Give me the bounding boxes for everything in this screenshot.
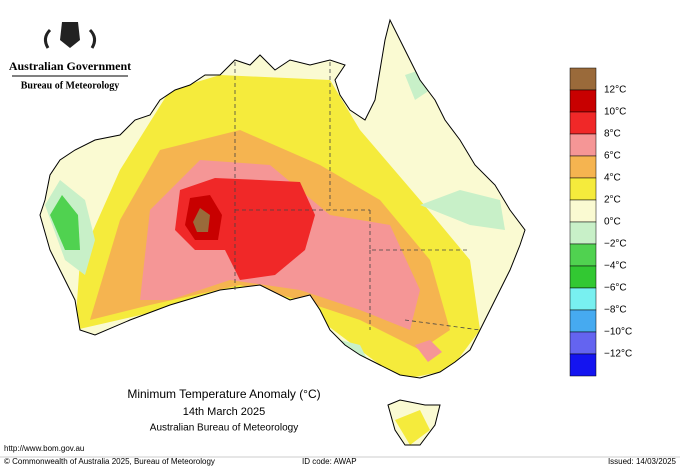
legend-swatch: [569, 221, 597, 245]
legend-label: 4°C: [604, 173, 621, 184]
url: http://www.bom.gov.au: [4, 444, 84, 453]
legend-swatch: [569, 67, 597, 91]
legend-label: 2°C: [604, 195, 621, 206]
agency-name: Bureau of Meteorology: [21, 80, 120, 91]
copyright: © Commonwealth of Australia 2025, Bureau…: [4, 457, 215, 466]
map-title: Minimum Temperature Anomaly (°C): [127, 387, 320, 401]
legend-label: 6°C: [604, 151, 621, 162]
id-code: ID code: AWAP: [302, 457, 357, 466]
legend-label: −4°C: [604, 261, 627, 272]
legend-swatch: [569, 133, 597, 157]
legend-label: 0°C: [604, 217, 621, 228]
government-logo: [43, 22, 97, 49]
legend-swatch: [569, 199, 597, 223]
government-name: Australian Government: [9, 59, 131, 73]
legend-label: −10°C: [604, 327, 632, 338]
legend-swatch: [569, 111, 597, 135]
legend-swatch: [569, 243, 597, 267]
legend-label: −8°C: [604, 305, 627, 316]
legend: 12°C 10°C 8°C 6°C 4°C 2°C 0°C −2°C −4°C −6°C −8°C −…: [569, 67, 632, 377]
issued: Issued: 14/03/2025: [608, 457, 677, 466]
map-date: 14th March 2025: [183, 406, 266, 418]
legend-swatch: [569, 177, 597, 201]
legend-label: 10°C: [604, 107, 626, 118]
legend-label: −12°C: [604, 349, 632, 360]
legend-swatch: [569, 155, 597, 179]
legend-swatch: [569, 89, 597, 113]
legend-label: −6°C: [604, 283, 627, 294]
legend-swatch: [569, 353, 597, 377]
legend-label: −2°C: [604, 239, 627, 250]
legend-swatch: [569, 265, 597, 289]
map-source: Australian Bureau of Meteorology: [150, 423, 298, 434]
legend-swatch: [569, 309, 597, 333]
legend-label: 12°C: [604, 85, 626, 96]
legend-swatch: [569, 287, 597, 311]
legend-swatch: [569, 331, 597, 355]
legend-label: 8°C: [604, 129, 621, 140]
